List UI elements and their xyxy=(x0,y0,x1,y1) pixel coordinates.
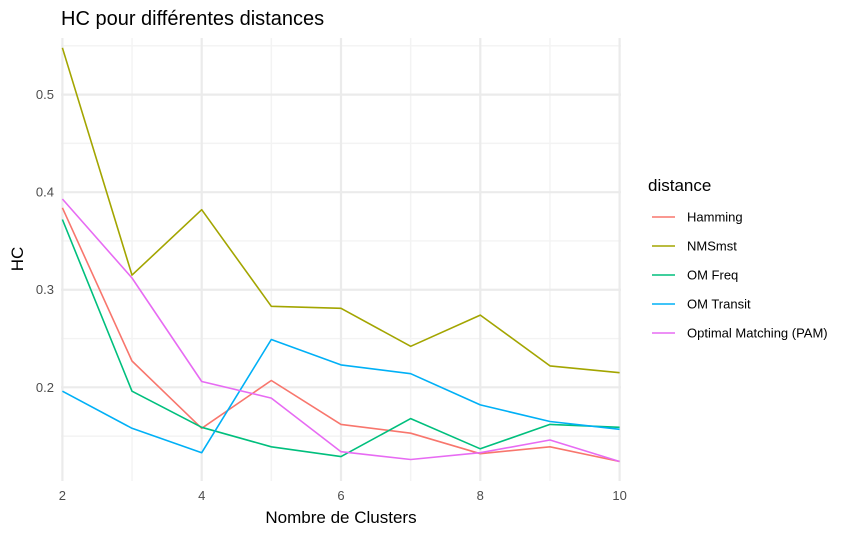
legend-label: Optimal Matching (PAM) xyxy=(687,326,828,341)
tick-labels: 2 4 6 8 10 0.2 0.3 0.4 0.5 xyxy=(36,87,627,503)
x-tick-label: 2 xyxy=(59,488,66,503)
legend: distance Hamming NMSmst OM Freq OM Transit O… xyxy=(648,176,828,341)
x-axis-title: Nombre de Clusters xyxy=(265,508,416,527)
y-tick-label: 0.4 xyxy=(36,185,54,200)
series-line-om-transit xyxy=(62,338,620,454)
y-tick-label: 0.5 xyxy=(36,87,54,102)
legend-label: OM Transit xyxy=(687,297,751,312)
x-tick-label: 10 xyxy=(612,488,626,503)
series-line-nmsmst xyxy=(61,47,620,374)
y-axis-title: HC xyxy=(8,247,27,272)
x-tick-label: 4 xyxy=(198,488,205,503)
x-tick-label: 8 xyxy=(477,488,484,503)
y-tick-label: 0.2 xyxy=(36,380,54,395)
series-line-om-freq xyxy=(61,219,620,458)
legend-label: NMSmst xyxy=(687,239,737,254)
grid xyxy=(61,38,621,481)
legend-label: OM Freq xyxy=(687,268,738,283)
chart-title: HC pour différentes distances xyxy=(61,8,324,30)
legend-title: distance xyxy=(648,176,711,195)
y-tick-label: 0.3 xyxy=(36,282,54,297)
series-line-optimal-matching-pam xyxy=(61,198,620,463)
series-lines xyxy=(61,47,620,463)
series-line-hamming xyxy=(61,207,620,463)
legend-label: Hamming xyxy=(687,210,743,225)
x-tick-label: 6 xyxy=(337,488,344,503)
